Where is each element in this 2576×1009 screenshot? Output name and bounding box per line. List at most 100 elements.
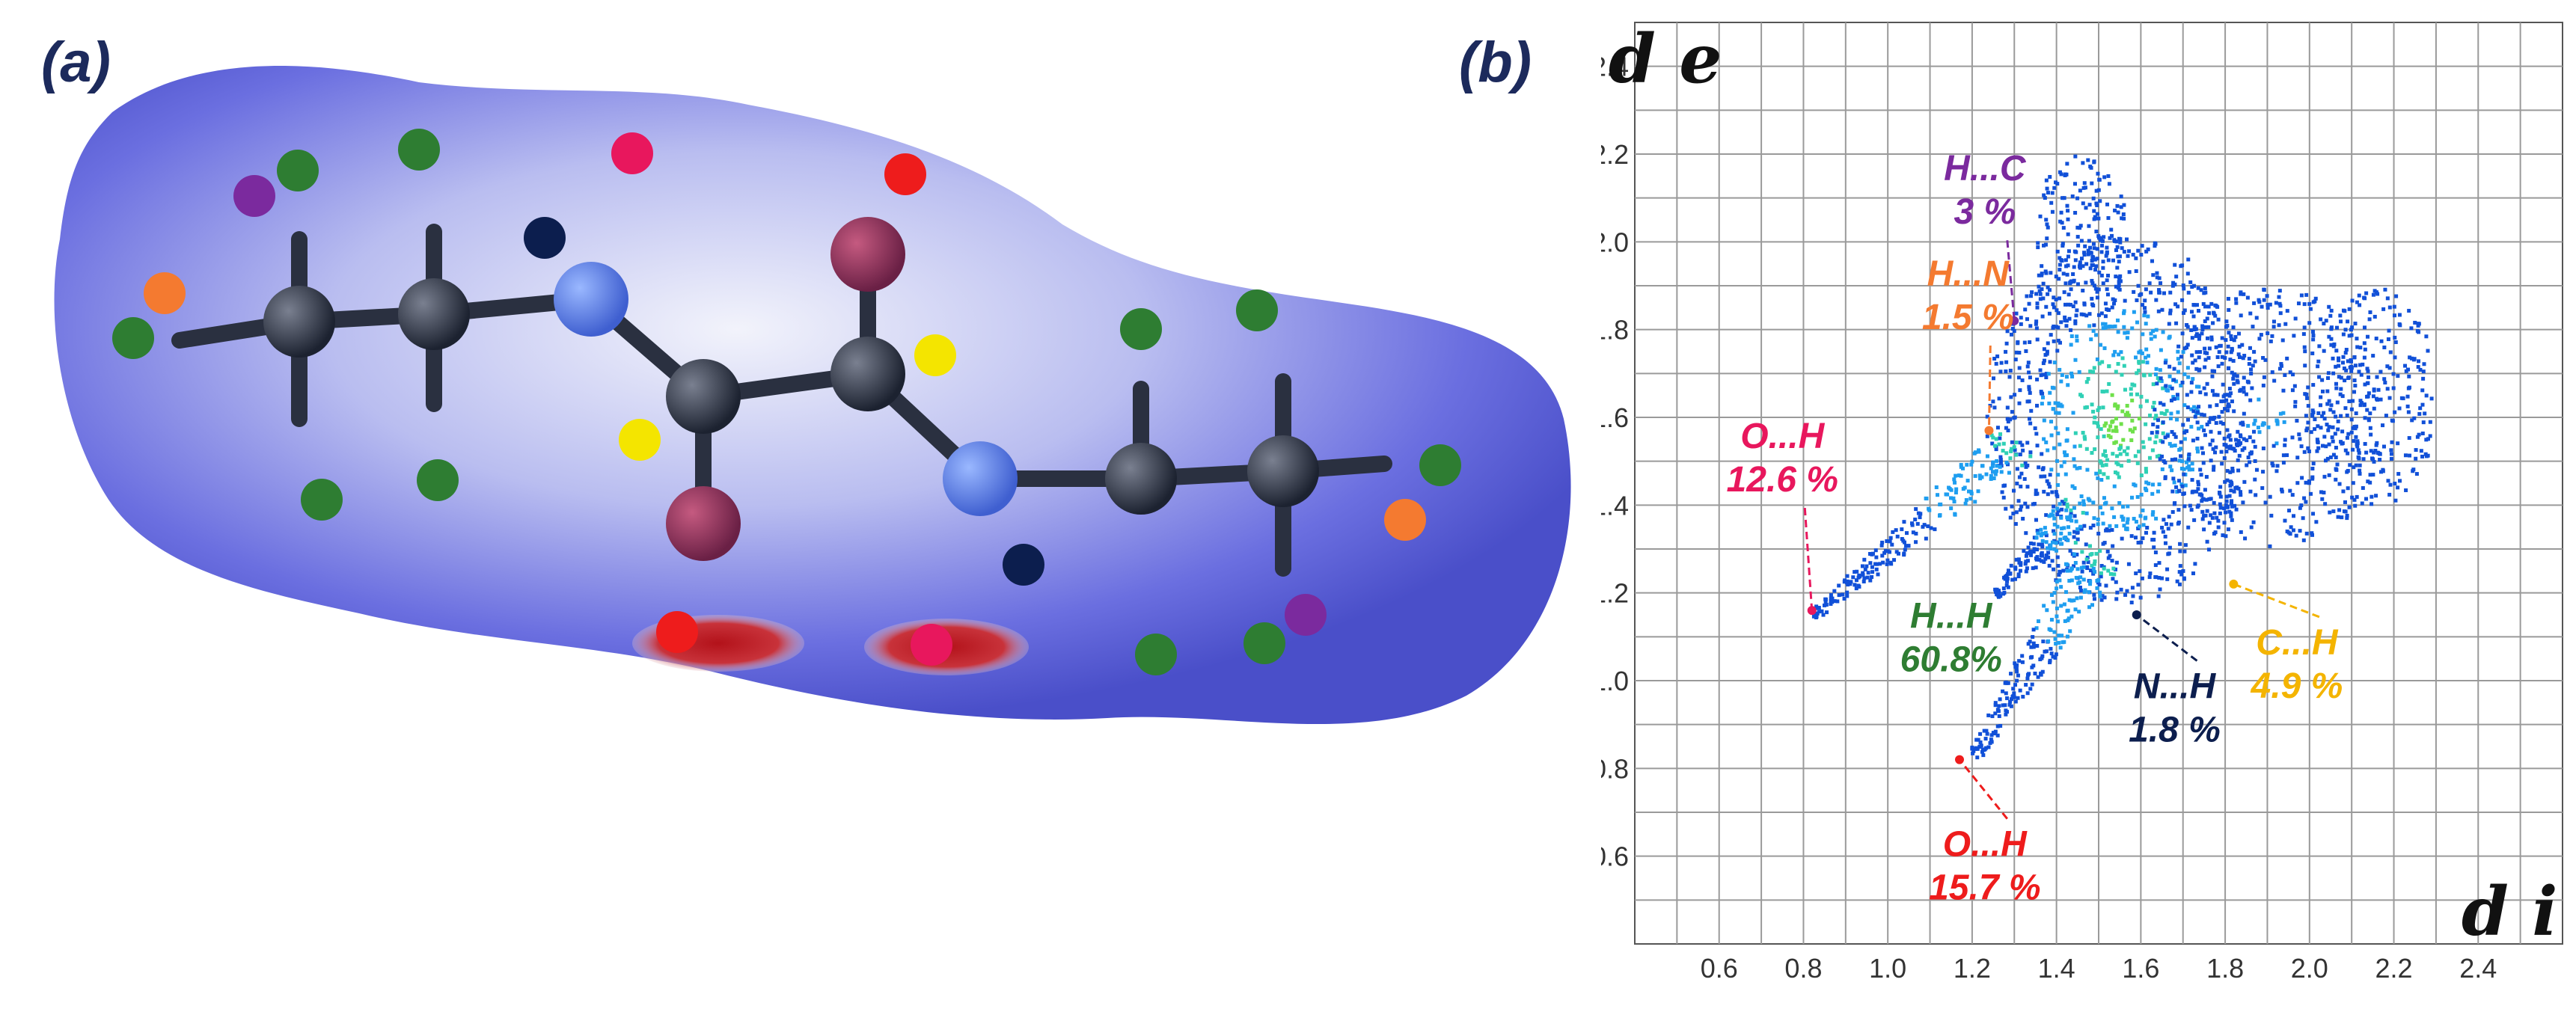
fingerprint-point [2123,387,2127,392]
fingerprint-point [2236,439,2241,444]
fingerprint-point [2057,634,2061,638]
fingerprint-point [2014,453,2019,457]
fingerprint-point [2025,691,2030,696]
fingerprint-point [2144,488,2149,492]
fingerprint-point [2169,522,2173,527]
fingerprint-point [2143,298,2147,303]
fingerprint-point [2038,297,2043,301]
fingerprint-point [2253,477,2257,482]
fingerprint-point [2214,345,2218,349]
fingerprint-point [2019,504,2024,509]
fingerprint-point [2224,350,2229,355]
fingerprint-point [2218,485,2223,489]
fingerprint-point [2106,273,2111,277]
fingerprint-point [2075,466,2079,470]
fingerprint-point [2024,559,2028,564]
fingerprint-point [2176,369,2181,374]
fingerprint-point [2025,294,2029,298]
fingerprint-point [2048,473,2052,477]
fingerprint-point [1949,488,1954,492]
fingerprint-point [2025,317,2029,322]
fingerprint-point [2060,507,2064,512]
fingerprint-point [2304,428,2309,432]
fingerprint-point [2108,553,2112,558]
fingerprint-point [2042,418,2046,423]
fingerprint-point [2336,515,2340,519]
fingerprint-point [2095,357,2099,361]
fingerprint-point [2130,418,2135,423]
fingerprint-point [2250,386,2254,390]
fingerprint-point [2028,390,2032,395]
fingerprint-point [2069,518,2074,523]
fingerprint-point [2210,438,2215,443]
fingerprint-point [2366,334,2370,339]
fingerprint-point [2014,510,2019,515]
fingerprint-point [2200,324,2205,328]
fingerprint-point [2093,268,2098,272]
fingerprint-point [1997,714,2001,718]
fingerprint-point [2326,371,2331,375]
fingerprint-point [2159,454,2164,459]
fingerprint-point [2056,404,2061,408]
fingerprint-point [1970,459,1974,464]
fingerprint-point [2197,492,2202,497]
fingerprint-point [2133,483,2138,488]
fingerprint-point [2173,302,2178,307]
fingerprint-point [2180,484,2185,488]
fingerprint-point [2331,410,2336,414]
fingerprint-point [2144,480,2149,485]
fingerprint-point [2411,467,2416,472]
fingerprint-point [2144,249,2149,254]
fingerprint-point [2066,618,2070,622]
fingerprint-point [2242,437,2246,441]
fingerprint-point [2177,570,2182,574]
fingerprint-point [2289,525,2293,530]
fingerprint-point [1874,555,1879,559]
fingerprint-point [2047,563,2052,568]
fingerprint-point [2130,326,2135,331]
fingerprint-point [2143,310,2147,314]
fingerprint-point [2355,439,2360,444]
fingerprint-point [2057,640,2061,645]
fingerprint-point [2120,356,2125,361]
fingerprint-point [2115,318,2120,322]
fingerprint-point [2194,489,2199,494]
fingerprint-point [2375,375,2379,379]
fingerprint-point [2187,453,2191,457]
fingerprint-point [2041,372,2046,377]
fingerprint-point [2310,531,2314,536]
plot-grid [1634,22,2563,945]
fingerprint-point [2167,374,2172,378]
fingerprint-point [2055,249,2060,254]
fingerprint-point [2059,531,2063,536]
fingerprint-point [2199,473,2203,477]
x-tick-label: 0.6 [1701,953,1738,984]
fingerprint-point [2396,485,2400,490]
fingerprint-point [2063,472,2068,476]
fingerprint-point [2239,493,2243,497]
fingerprint-point [2179,355,2183,359]
annotation-label: C...H [2256,623,2339,663]
fingerprint-point [2108,571,2113,576]
fingerprint-point [2329,343,2334,347]
fingerprint-point [2139,292,2144,296]
fingerprint-point [2042,358,2046,363]
fingerprint-point [2409,326,2414,331]
fingerprint-point [2049,646,2053,651]
fingerprint-point [2420,431,2425,435]
fingerprint-point [2047,627,2052,631]
fingerprint-point [2193,358,2197,363]
fingerprint-point [2203,392,2208,396]
fingerprint-point [2339,414,2343,418]
fingerprint-point [2028,549,2033,553]
fingerprint-point [2306,420,2310,425]
fingerprint-point [2363,441,2367,446]
fingerprint-point [1873,548,1878,553]
fingerprint-point [2226,402,2230,407]
fingerprint-point [1874,567,1879,571]
fingerprint-point [2024,569,2028,574]
fingerprint-point [2081,289,2085,293]
fingerprint-point [2201,461,2206,465]
fingerprint-point [1992,357,1997,361]
fingerprint-point [2010,327,2015,331]
